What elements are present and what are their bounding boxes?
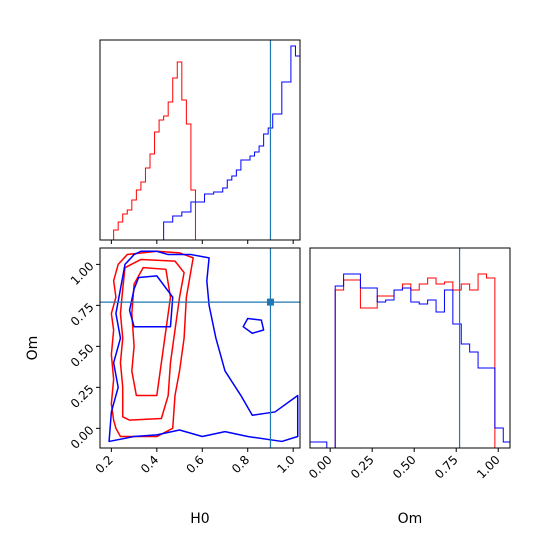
y-tick-label: 0.00 <box>68 423 97 452</box>
blue-contour-inner <box>128 275 174 328</box>
contour-lines <box>108 250 299 443</box>
red-contour-inner <box>131 266 172 397</box>
om-x-tick-label: 1.00 <box>474 453 503 482</box>
y-axis-label-om: Om <box>25 336 41 361</box>
om-x-tick-label: 0.00 <box>306 453 335 482</box>
blue-contour-island <box>242 317 265 334</box>
h0-marginal-ticks <box>110 240 294 244</box>
om-x-tick-label: 0.50 <box>390 453 419 482</box>
om-x-tick-label: 0.75 <box>432 453 461 482</box>
joint-ticks: 0.2 0.4 0.6 0.8 1.0 0.00 0.25 0.50 0.75 1.00 <box>68 259 298 476</box>
panel-h0-marginal <box>99 39 301 244</box>
y-tick-label: 0.75 <box>68 300 97 329</box>
y-tick-label: 0.25 <box>68 382 97 411</box>
x-tick-label: 0.4 <box>138 453 161 476</box>
panel-joint-contours: 0.2 0.4 0.6 0.8 1.0 0.00 0.25 0.50 0.75 1.00 H0 O… <box>25 247 301 527</box>
x-tick-label: 0.8 <box>229 453 252 476</box>
h0-marginal-frame <box>99 39 301 241</box>
x-axis-label-om: Om <box>398 511 423 527</box>
red-contour-middle <box>119 258 185 421</box>
y-tick-label: 1.00 <box>68 259 97 288</box>
x-tick-label: 0.2 <box>93 453 116 476</box>
x-tick-label: 1.0 <box>274 453 297 476</box>
x-tick-label: 0.6 <box>183 453 206 476</box>
blue-contour-outer <box>108 250 299 443</box>
h0-blue-histogram <box>113 45 300 240</box>
om-marginal-ticks: 0.00 0.25 0.50 0.75 1.00 <box>306 448 503 481</box>
h0-red-histogram <box>113 61 300 240</box>
om-x-tick-label: 0.25 <box>348 453 377 482</box>
truth-marker <box>266 298 274 306</box>
om-marginal-frame <box>309 247 511 449</box>
om-blue-histogram <box>310 273 510 448</box>
y-tick-label: 0.50 <box>68 341 97 370</box>
joint-frame <box>99 247 301 449</box>
om-red-histogram <box>310 273 510 448</box>
red-contour-outer <box>110 250 194 438</box>
x-axis-label-h0: H0 <box>190 511 209 527</box>
panel-om-marginal: 0.00 0.25 0.50 0.75 1.00 Om <box>306 247 511 527</box>
